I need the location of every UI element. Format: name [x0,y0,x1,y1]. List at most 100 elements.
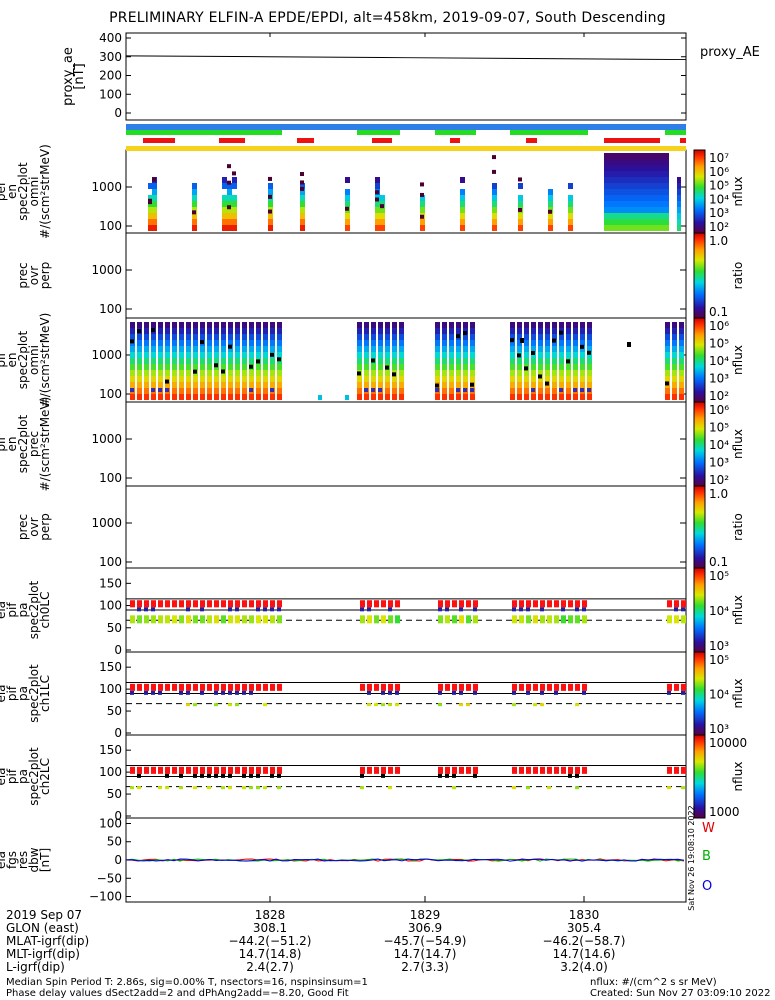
i-omni-cell [249,340,254,346]
i-omni-speck [456,334,460,339]
i-omni-cell [235,322,240,328]
e-omni-blob-cell [639,159,644,165]
i-omni-cell [172,382,177,388]
pa-low-cell [381,703,385,707]
e-omni-blob-cell [629,213,634,219]
i-omni-cell [470,358,475,364]
i-omni-cell [435,346,440,352]
i-omni-cell [186,382,191,388]
pa-dark-cell [445,773,449,778]
i-omni-cell [172,340,177,346]
i-omni-speck [435,383,439,388]
status-bar-green-0 [126,130,282,135]
i-omni-cell [186,322,191,328]
i-omni-cell [510,340,515,346]
pa-dark-cell [228,773,232,778]
pa-red-block [445,600,450,608]
i-omni-cell [385,340,390,346]
pa-ytick-label: 150 [99,576,122,590]
i-omni-isolated [345,395,349,400]
ytick-label: 100 [99,302,122,316]
e-omni-blob-cell [649,213,654,219]
e-omni-cell [227,189,232,195]
i-omni-cell [470,322,475,328]
pa-red-block [193,600,198,608]
e-omni-blob-cell [614,171,619,177]
status-bar-red-2 [297,138,314,143]
i-omni-cell [552,364,557,370]
pa-red-block [235,600,240,608]
e-omni-blob-cell [609,183,614,189]
i-omni-speck [214,363,218,368]
e-omni-blob-cell [664,195,669,201]
i-omni-speck-blue [249,388,253,392]
cbar-tick-label: 10³ [709,639,729,653]
e-omni-cell [375,213,380,219]
i-omni-cell [470,370,475,376]
i-omni-speck-blue [378,388,382,392]
i-omni-cell [214,370,219,376]
i-omni-cell [158,358,163,364]
i-omni-cell [456,364,461,370]
e-omni-blob-cell [604,153,609,159]
pa-dark-cell [277,773,281,778]
e-omni-cell [222,207,227,213]
i-omni-cell [249,322,254,328]
i-omni-cell [228,328,233,334]
e-omni-blob-cell [624,165,629,171]
i-omni-cell [470,364,475,370]
pa-low-cell [130,786,134,790]
ytick-label: 100 [99,471,122,485]
e-omni-speck [268,209,272,214]
i-omni-cell [679,352,684,358]
pa-red-block [512,683,517,691]
e-omni-blob-cell [624,219,629,225]
pa-red-block [512,600,517,608]
i-omni-cell [538,370,543,376]
ylabel-i_omni-3: spec2plot [16,330,30,389]
cbar-tick-label: 10² [709,473,729,487]
e-omni-cell [192,225,197,231]
i-omni-cell [524,394,529,400]
pa-low-block [395,615,400,624]
i-omni-speck-blue [158,388,162,392]
e-omni-blob-cell [664,171,669,177]
i-omni-cell [587,346,592,352]
e-omni-speck [227,164,231,169]
i-omni-cell [435,358,440,364]
pa-red-block [438,600,443,608]
i-omni-cell [463,382,468,388]
pa-ytick-label: 150 [99,660,122,674]
pa-red-block [172,766,177,774]
pa-red-block [667,683,672,691]
e-omni-blob-cell [664,201,669,207]
i-omni-cell [130,370,135,376]
ylabel-ch0-0: ela [0,601,8,619]
pa-red-block [452,766,457,774]
pa-dark-cell [459,690,463,695]
e-omni-cell [548,195,553,201]
i-omni-cell [435,376,440,382]
i-omni-cell [214,340,219,346]
cbar-tick-label: 10² [709,220,729,234]
e-omni-cell [148,213,153,219]
ae-right-label: proxy_AE [700,45,760,60]
pa-red-block [249,766,254,774]
pa-red-block [561,600,566,608]
i-omni-speck [371,358,375,363]
i-omni-cell [385,382,390,388]
pa-ytick-label: 0 [114,809,122,823]
i-omni-cell [573,352,578,358]
i-omni-cell [144,340,149,346]
i-omni-cell [364,364,369,370]
e-omni-cell [518,225,523,231]
i-omni-cell [552,388,557,394]
pa-low-cell [388,786,392,790]
i-omni-cell [263,370,268,376]
e-omni-blob-cell [604,219,609,225]
i-omni-cell [510,358,515,364]
e-omni-blob-cell [614,195,619,201]
i-omni-cell [524,376,529,382]
e-omni-blob-cell [664,177,669,183]
col2-l: 2.7(3.3) [401,960,449,974]
